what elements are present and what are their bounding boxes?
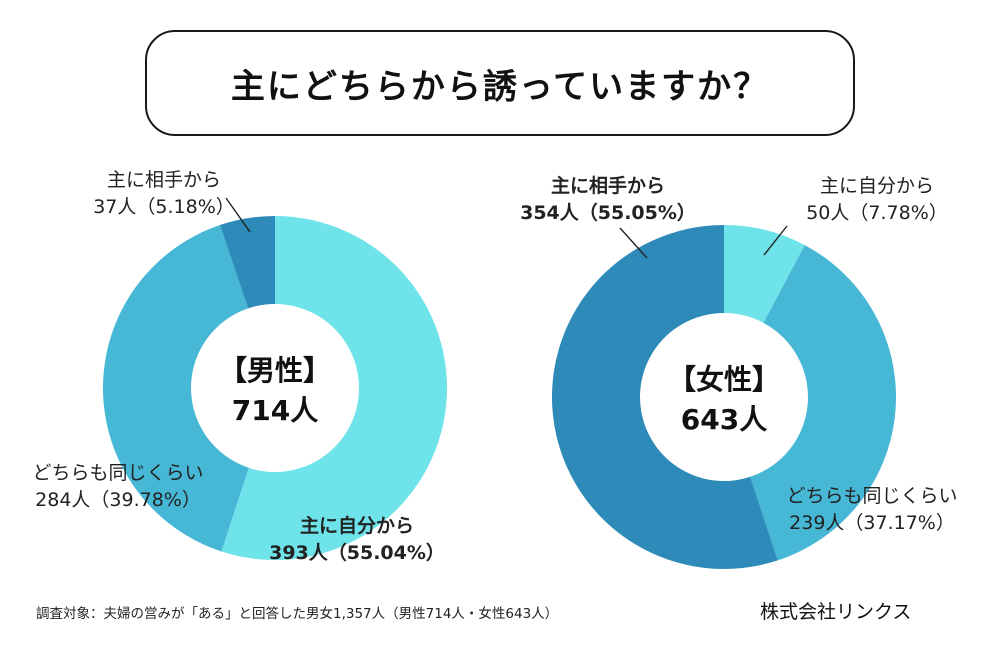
slice-partner bbox=[219, 216, 275, 309]
center-total: 643人 bbox=[681, 403, 767, 436]
slice-label-partner: 主に相手から bbox=[107, 169, 221, 191]
center-label: 【男性】 bbox=[219, 354, 331, 387]
chart-title: 主にどちらから誘っていますか？ bbox=[230, 66, 770, 107]
slice-self bbox=[221, 216, 447, 560]
slice-label-both: どちらも同じくらい bbox=[32, 462, 203, 484]
slice-value-partner: 37人（5.18%） bbox=[93, 196, 235, 218]
slice-label-partner: 主に相手から bbox=[551, 174, 665, 197]
slice-value-both: 239人（37.17%） bbox=[789, 512, 955, 534]
slice-both bbox=[102, 225, 249, 552]
center-label: 【女性】 bbox=[668, 363, 780, 396]
slice-self bbox=[724, 225, 805, 323]
title-box: 主にどちらから誘っていますか？ bbox=[145, 30, 855, 136]
slice-value-partner: 354人（55.05%） bbox=[520, 201, 696, 224]
slice-label-self: 主に自分から bbox=[300, 514, 414, 537]
slice-value-self: 393人（55.04%） bbox=[269, 541, 445, 564]
center-total: 714人 bbox=[232, 394, 318, 427]
slice-label-both: どちらも同じくらい bbox=[786, 485, 957, 507]
slice-partner bbox=[552, 225, 778, 569]
company-name: 株式会社リンクス bbox=[760, 601, 912, 623]
slice-value-both: 284人（39.78%） bbox=[35, 489, 201, 511]
slice-both bbox=[750, 245, 897, 561]
donut-chart-female: 【女性】 643人 主に自分から 50人（7.78%） どちらも同じくらい 239人（37… bbox=[520, 174, 958, 569]
slice-value-self: 50人（7.78%） bbox=[806, 202, 948, 224]
leader-line-self bbox=[763, 225, 788, 256]
leader-line-partner bbox=[619, 227, 648, 259]
slice-label-self: 主に自分から bbox=[820, 175, 934, 197]
footnote: 調査対象：夫婦の営みが「ある」と回答した男女1,357人（男性714人・女性64… bbox=[36, 606, 559, 622]
leader-line-partner bbox=[225, 197, 251, 233]
